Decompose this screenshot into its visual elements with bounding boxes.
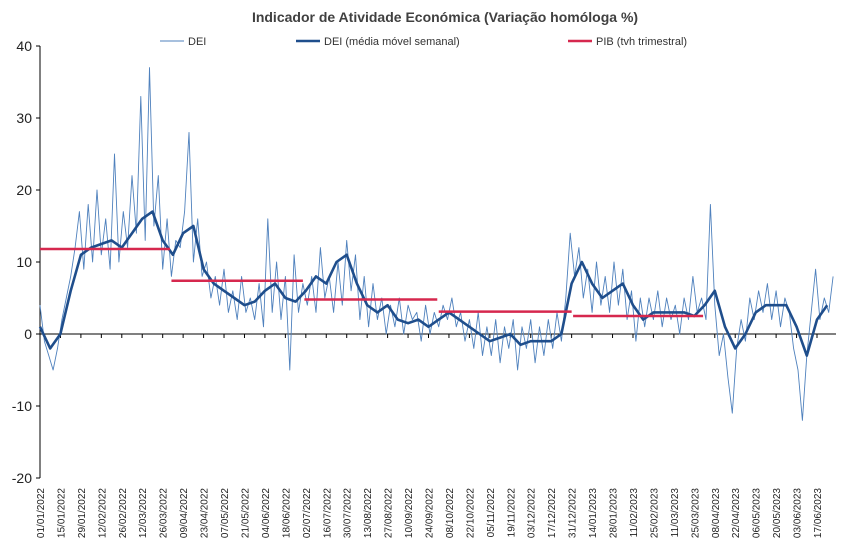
x-tick-label: 04/06/2022: [261, 488, 272, 538]
x-tick-label: 25/02/2023: [649, 488, 660, 538]
series-pib: [40, 247, 704, 318]
y-tick-label: 20: [16, 182, 32, 198]
x-tick-label: 23/04/2022: [200, 488, 211, 538]
x-tick-label: 02/07/2022: [302, 488, 313, 538]
x-axis: 01/01/2022 15/01/2022 29/01/2022 12/02/2022…: [36, 333, 836, 538]
legend-label: PIB (tvh trimestral): [596, 36, 687, 48]
x-tick-label: 01/01/2022: [36, 488, 47, 538]
y-tick-label: -20: [12, 470, 32, 486]
chart-title: Indicador de Atividade Económica (Variaç…: [252, 9, 638, 25]
x-tick-label: 13/08/2022: [363, 488, 374, 538]
x-tick-label: 11/02/2023: [629, 488, 640, 538]
x-tick-label: 11/03/2023: [670, 488, 681, 538]
x-tick-label: 10/09/2022: [404, 488, 415, 538]
x-tick-label: 30/07/2022: [343, 488, 354, 538]
x-tick-label: 26/03/2022: [159, 488, 170, 538]
series-dei-media-movel: [38, 210, 829, 357]
x-tick-label: 22/04/2023: [731, 488, 742, 538]
x-tick-label: 25/03/2023: [690, 488, 701, 538]
x-tick-label: 18/06/2022: [281, 488, 292, 538]
y-tick-label: 30: [16, 110, 32, 126]
x-tick-label: 20/05/2023: [772, 488, 783, 538]
x-tick-label: 15/01/2022: [56, 488, 67, 538]
x-tick-label: 07/05/2022: [220, 488, 231, 538]
series-dei: [39, 67, 834, 421]
y-axis: 40 30 20 10 0 -10 -20: [12, 38, 41, 486]
x-tick-label: 06/05/2023: [752, 488, 763, 538]
x-tick-label: 26/02/2022: [118, 488, 129, 538]
x-tick-label: 09/04/2022: [179, 488, 190, 538]
x-tick-label: 29/01/2022: [77, 488, 88, 538]
x-tick-label: 03/12/2022: [527, 488, 538, 538]
x-tick-label: 17/06/2023: [813, 488, 824, 538]
x-tick-label: 12/03/2022: [138, 488, 149, 538]
legend-label: DEI: [188, 36, 206, 48]
x-tick-label: 05/11/2022: [486, 488, 497, 538]
y-tick-label: 0: [24, 326, 32, 342]
x-tick-label: 08/10/2022: [445, 488, 456, 538]
x-tick-label: 24/09/2022: [425, 488, 436, 538]
legend-label: DEI (média móvel semanal): [324, 36, 460, 48]
x-tick-label: 08/04/2023: [711, 488, 722, 538]
x-tick-label: 19/11/2022: [506, 488, 517, 538]
x-tick-label: 21/05/2022: [240, 488, 251, 538]
x-tick-label: 14/01/2023: [588, 488, 599, 538]
plot-area: [38, 67, 834, 421]
x-tick-label: 03/06/2023: [793, 488, 804, 538]
x-tick-label: 12/02/2022: [97, 488, 108, 538]
x-tick-label: 17/12/2022: [547, 488, 558, 538]
y-tick-label: -10: [12, 398, 32, 414]
x-tick-label: 22/10/2022: [465, 488, 476, 538]
x-tick-label: 16/07/2022: [322, 488, 333, 538]
x-tick-label: 27/08/2022: [384, 488, 395, 538]
y-tick-label: 10: [16, 254, 32, 270]
x-tick-label: 28/01/2023: [609, 488, 620, 538]
x-tick-label: 31/12/2022: [568, 488, 579, 538]
y-tick-label: 40: [16, 38, 32, 54]
legend: DEI DEI (média móvel semanal) PIB (tvh tri…: [160, 36, 687, 48]
